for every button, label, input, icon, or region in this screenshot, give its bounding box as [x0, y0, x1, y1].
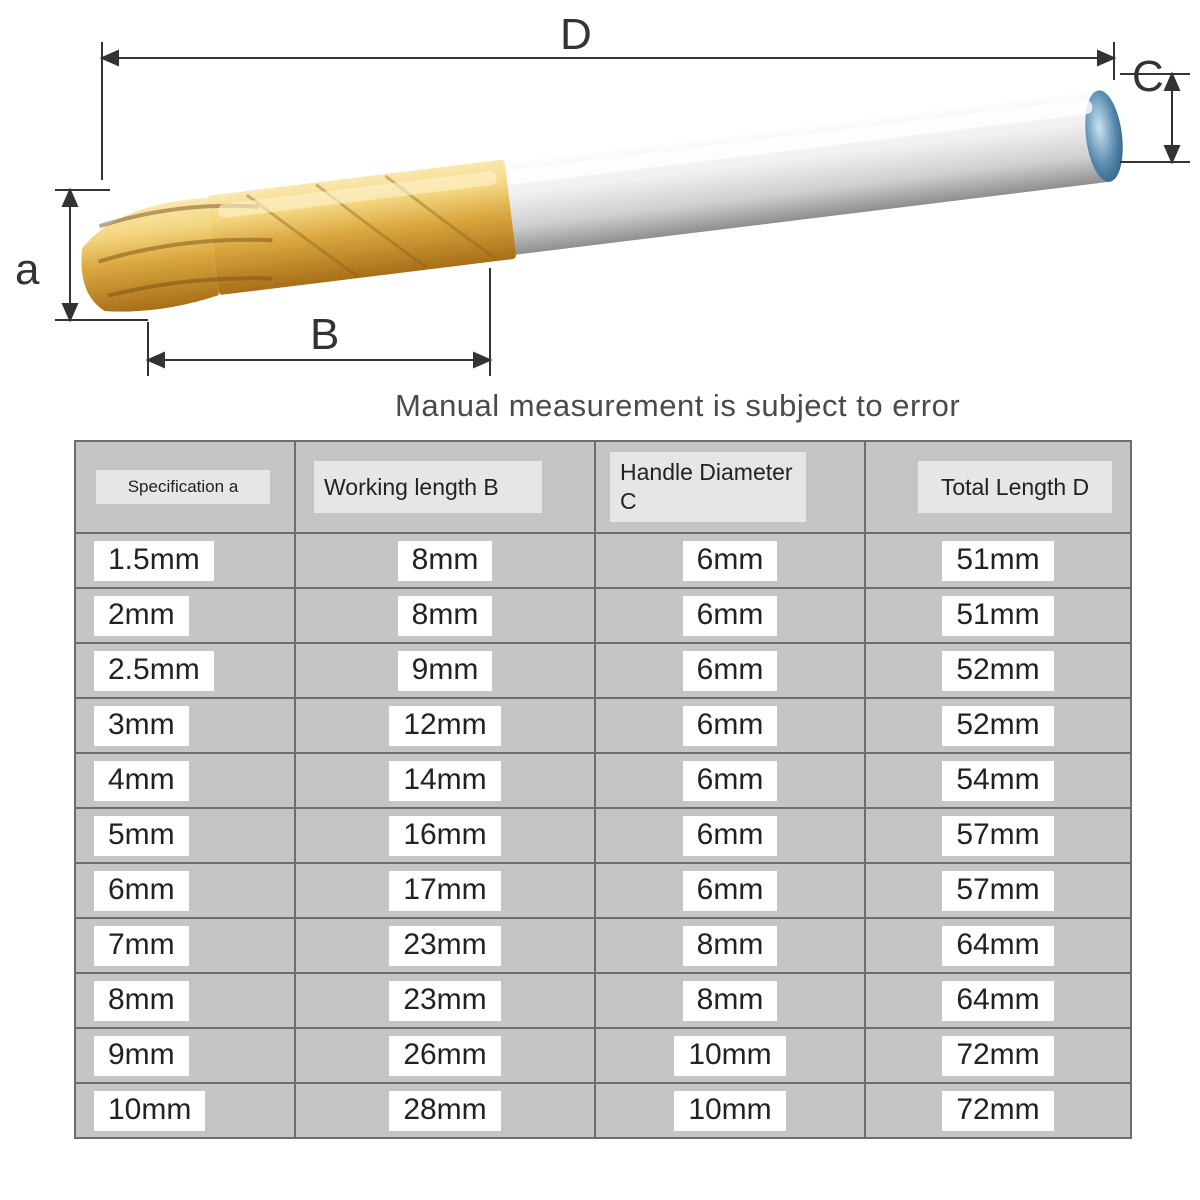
table-cell: 54mm: [865, 753, 1131, 808]
table-cell: 16mm: [295, 808, 595, 863]
table-cell: 6mm: [75, 863, 295, 918]
table-cell: 10mm: [595, 1083, 865, 1138]
table-cell: 8mm: [595, 973, 865, 1028]
col-header-total-length: Total Length D: [865, 441, 1131, 533]
table-cell: 14mm: [295, 753, 595, 808]
table-cell: 9mm: [75, 1028, 295, 1083]
table-cell: 8mm: [295, 588, 595, 643]
table-cell: 52mm: [865, 698, 1131, 753]
table-cell: 6mm: [595, 643, 865, 698]
table-row: 4mm14mm6mm54mm: [75, 753, 1131, 808]
dimension-diagram: D C a B: [0, 0, 1200, 390]
table-cell: 28mm: [295, 1083, 595, 1138]
table-cell: 10mm: [595, 1028, 865, 1083]
table-cell: 5mm: [75, 808, 295, 863]
table-cell: 9mm: [295, 643, 595, 698]
col-header-spec-a: Specification a: [75, 441, 295, 533]
table-row: 9mm26mm10mm72mm: [75, 1028, 1131, 1083]
table-row: 5mm16mm6mm57mm: [75, 808, 1131, 863]
table-cell: 2mm: [75, 588, 295, 643]
table-cell: 8mm: [75, 973, 295, 1028]
table-cell: 64mm: [865, 918, 1131, 973]
table-cell: 12mm: [295, 698, 595, 753]
table-cell: 51mm: [865, 588, 1131, 643]
table-cell: 6mm: [595, 863, 865, 918]
table-cell: 72mm: [865, 1083, 1131, 1138]
measurement-note: Manual measurement is subject to error: [395, 388, 960, 424]
dim-label-d: D: [560, 10, 592, 60]
col-header-handle-diameter: Handle Diameter C: [595, 441, 865, 533]
table-header-row: Specification a Working length B Handle …: [75, 441, 1131, 533]
specification-table-wrap: Specification a Working length B Handle …: [74, 440, 1130, 1139]
table-cell: 6mm: [595, 698, 865, 753]
table-cell: 2.5mm: [75, 643, 295, 698]
table-cell: 23mm: [295, 918, 595, 973]
table-row: 2.5mm9mm6mm52mm: [75, 643, 1131, 698]
end-mill-illustration: [75, 84, 1129, 318]
table-cell: 6mm: [595, 588, 865, 643]
table-row: 6mm17mm6mm57mm: [75, 863, 1131, 918]
table-cell: 6mm: [595, 753, 865, 808]
table-cell: 52mm: [865, 643, 1131, 698]
table-cell: 8mm: [295, 533, 595, 588]
specification-table: Specification a Working length B Handle …: [74, 440, 1132, 1139]
table-row: 7mm23mm8mm64mm: [75, 918, 1131, 973]
table-cell: 10mm: [75, 1083, 295, 1138]
table-cell: 72mm: [865, 1028, 1131, 1083]
table-cell: 6mm: [595, 808, 865, 863]
table-cell: 7mm: [75, 918, 295, 973]
table-cell: 57mm: [865, 808, 1131, 863]
table-cell: 6mm: [595, 533, 865, 588]
table-cell: 3mm: [75, 698, 295, 753]
table-row: 3mm12mm6mm52mm: [75, 698, 1131, 753]
table-row: 10mm28mm10mm72mm: [75, 1083, 1131, 1138]
table-row: 1.5mm8mm6mm51mm: [75, 533, 1131, 588]
col-header-working-length: Working length B: [295, 441, 595, 533]
table-cell: 17mm: [295, 863, 595, 918]
table-cell: 57mm: [865, 863, 1131, 918]
table-row: 2mm8mm6mm51mm: [75, 588, 1131, 643]
table-cell: 1.5mm: [75, 533, 295, 588]
dim-label-b: B: [310, 310, 339, 360]
table-cell: 51mm: [865, 533, 1131, 588]
table-cell: 8mm: [595, 918, 865, 973]
table-cell: 64mm: [865, 973, 1131, 1028]
table-row: 8mm23mm8mm64mm: [75, 973, 1131, 1028]
table-cell: 23mm: [295, 973, 595, 1028]
table-cell: 26mm: [295, 1028, 595, 1083]
table-cell: 4mm: [75, 753, 295, 808]
dim-label-a: a: [15, 245, 39, 295]
dim-label-c: C: [1132, 52, 1164, 102]
